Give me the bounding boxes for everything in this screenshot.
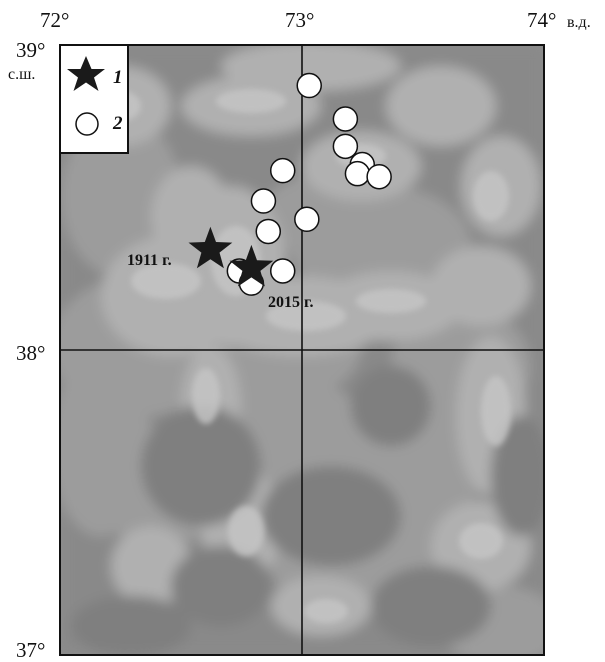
settlement-circle — [332, 106, 359, 132]
settlement-circle — [296, 72, 322, 99]
lat-tick-37: 37° — [16, 638, 46, 662]
relief-high-patch — [386, 66, 496, 146]
relief-ridge — [473, 171, 509, 221]
relief-high-patch — [221, 46, 401, 91]
lon-tick-73: 73° — [285, 8, 315, 32]
relief-ridge — [304, 599, 348, 623]
lat-suffix: с.ш. — [8, 66, 36, 83]
settlement-circle — [344, 160, 371, 187]
settlement-circle — [250, 188, 277, 214]
relief-low-patch — [171, 546, 271, 626]
earthquake-star — [188, 226, 233, 269]
legend-label-2: 2 — [113, 113, 123, 134]
legend: 1 2 — [59, 44, 129, 154]
settlement-circle — [366, 163, 392, 190]
lon-suffix: в.д. — [567, 14, 591, 31]
gridlines — [61, 46, 543, 654]
settlement-circle — [332, 133, 359, 160]
settlement-circle — [255, 218, 282, 245]
lon-tick-72: 72° — [40, 8, 70, 32]
relief-low-patch — [71, 596, 191, 654]
relief-low-patch — [261, 466, 401, 566]
earthquake-star — [229, 244, 274, 287]
relief-low-patch — [491, 416, 543, 536]
settlement-circle — [269, 258, 296, 284]
relief-mid-patch — [61, 116, 181, 276]
relief-map — [59, 44, 545, 656]
legend-label-1: 1 — [113, 67, 123, 88]
settlement-circle — [294, 206, 320, 233]
relief-low-patch — [351, 366, 431, 446]
lon-tick-74: 74° — [527, 8, 557, 32]
legend-star-icon — [67, 56, 105, 91]
relief-ridge — [356, 289, 426, 313]
lat-tick-38: 38° — [16, 341, 46, 365]
relief-ridge — [266, 301, 346, 331]
settlement-circle — [269, 157, 296, 184]
relief-ridge — [481, 376, 511, 446]
legend-circle-icon — [75, 112, 99, 136]
relief-mid-patch — [61, 356, 151, 536]
relief-ridge — [131, 263, 201, 299]
events-layer — [188, 72, 392, 296]
relief-map-canvas — [61, 46, 543, 654]
relief-high-patch — [431, 246, 531, 326]
relief-ridge — [459, 523, 503, 559]
event-label-1911: 1911 г. — [127, 252, 172, 269]
relief-ridge — [228, 506, 264, 556]
event-label-2015: 2015 г. — [268, 294, 314, 311]
relief-ridge — [216, 89, 286, 113]
relief-low-patch — [371, 566, 491, 646]
relief-ridge — [192, 368, 220, 424]
lat-tick-39: 39° — [16, 38, 46, 62]
relief-low-patch — [141, 406, 261, 526]
